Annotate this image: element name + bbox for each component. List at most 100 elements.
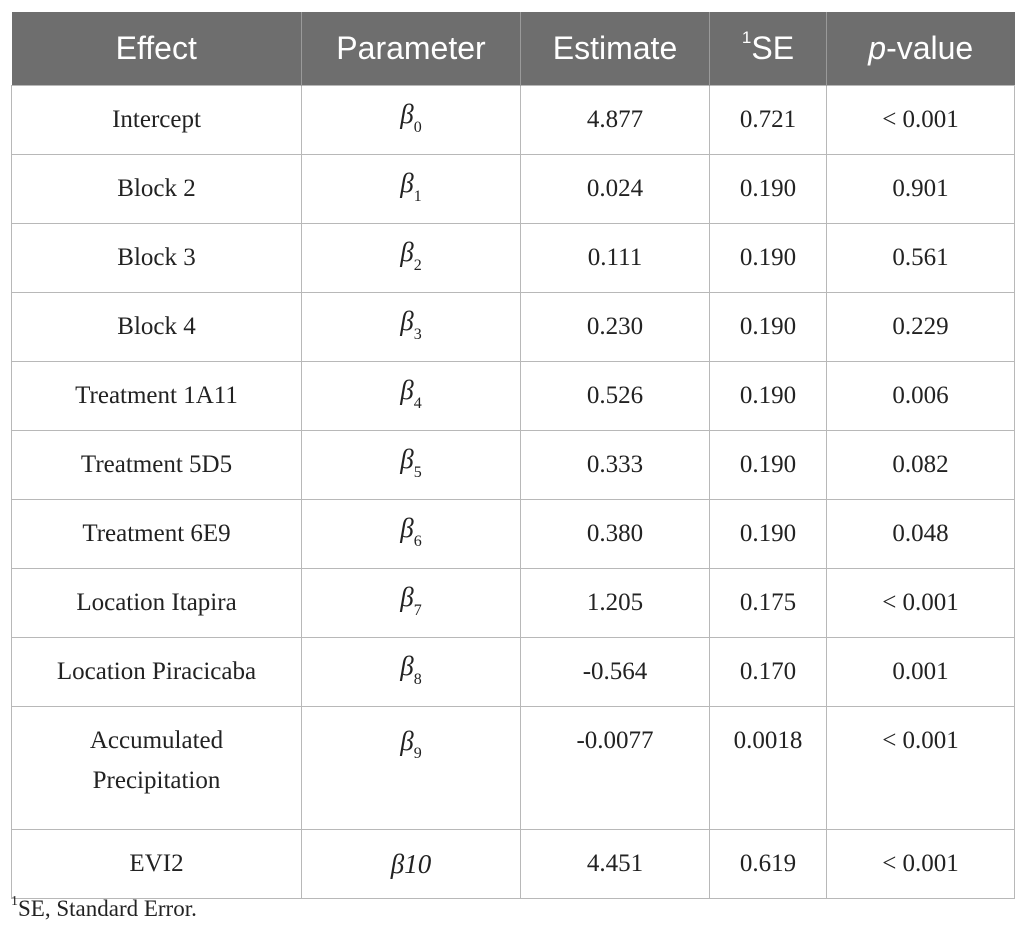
param-subscript: 7 (413, 601, 422, 619)
cell-estimate: 4.451 (520, 829, 710, 899)
header-se-label: SE (751, 30, 795, 66)
table-body: Intercept β0 4.877 0.721 < 0.001 Block 2… (11, 85, 1015, 899)
cell-se: 0.190 (709, 154, 827, 224)
cell-pvalue: 0.048 (826, 499, 1015, 569)
cell-pvalue: < 0.001 (826, 706, 1015, 830)
cell-effect: Block 2 (11, 154, 302, 224)
cell-pvalue: < 0.001 (826, 568, 1015, 638)
table-row: Intercept β0 4.877 0.721 < 0.001 (11, 85, 1015, 155)
cell-pvalue: 0.901 (826, 154, 1015, 224)
param-symbol: β (400, 237, 414, 268)
param-symbol: β (400, 168, 414, 199)
cell-parameter: β5 (301, 430, 521, 500)
cell-se: 0.190 (709, 361, 827, 431)
header-pvalue-p: p (868, 30, 887, 66)
cell-effect: Location Itapira (11, 568, 302, 638)
cell-se: 0.190 (709, 430, 827, 500)
cell-pvalue: 0.229 (826, 292, 1015, 362)
cell-parameter: β10 (301, 829, 521, 899)
cell-effect: Intercept (11, 85, 302, 155)
footnote-text: SE, Standard Error. (18, 896, 197, 921)
cell-pvalue: 0.082 (826, 430, 1015, 500)
table-row: Block 3 β2 0.111 0.190 0.561 (11, 223, 1015, 293)
header-parameter: Parameter (301, 12, 521, 86)
param-symbol: β (400, 375, 414, 406)
cell-estimate: -0.0077 (520, 706, 710, 830)
footnote-marker: 1 (11, 894, 18, 910)
cell-effect: Treatment 1A11 (11, 361, 302, 431)
header-se-footnote-marker: 1 (741, 28, 752, 48)
cell-estimate: 0.024 (520, 154, 710, 224)
cell-pvalue: 0.561 (826, 223, 1015, 293)
cell-se: 0.721 (709, 85, 827, 155)
cell-estimate: 4.877 (520, 85, 710, 155)
cell-estimate: -0.564 (520, 637, 710, 707)
cell-se: 0.190 (709, 292, 827, 362)
param-symbol: β (400, 513, 414, 544)
cell-parameter: β0 (301, 85, 521, 155)
param-subscript: 4 (413, 394, 422, 412)
param-subscript: 8 (413, 670, 422, 688)
cell-effect: Accumulated Precipitation (11, 706, 302, 830)
cell-parameter: β6 (301, 499, 521, 569)
param-subscript: 1 (413, 187, 422, 205)
cell-effect: Block 3 (11, 223, 302, 293)
header-pvalue: p-value (826, 12, 1015, 86)
param-symbol: β (400, 99, 414, 130)
param-subscript: 6 (413, 532, 422, 550)
param-symbol: β (400, 651, 414, 682)
param-subscript: 2 (413, 256, 422, 274)
cell-parameter: β4 (301, 361, 521, 431)
cell-parameter: β1 (301, 154, 521, 224)
param-symbol: β (400, 726, 414, 756)
header-estimate: Estimate (520, 12, 710, 86)
regression-table: Effect Parameter Estimate 1SE p-value In… (11, 12, 1015, 899)
table-row: EVI2 β10 4.451 0.619 < 0.001 (11, 829, 1015, 899)
cell-effect: Block 4 (11, 292, 302, 362)
cell-pvalue: 0.006 (826, 361, 1015, 431)
header-row: Effect Parameter Estimate 1SE p-value (11, 12, 1015, 86)
cell-se: 0.175 (709, 568, 827, 638)
param-symbol: β (400, 444, 414, 475)
cell-parameter: β7 (301, 568, 521, 638)
header-effect: Effect (11, 12, 302, 86)
header-se: 1SE (709, 12, 827, 86)
table-footnote: 1SE, Standard Error. (11, 894, 197, 922)
cell-effect: EVI2 (11, 829, 302, 899)
cell-parameter: β2 (301, 223, 521, 293)
cell-parameter: β8 (301, 637, 521, 707)
cell-se: 0.619 (709, 829, 827, 899)
cell-effect-line: Accumulated (89, 727, 224, 754)
cell-estimate: 0.526 (520, 361, 710, 431)
cell-se: 0.190 (709, 499, 827, 569)
table-row: Treatment 1A11 β4 0.526 0.190 0.006 (11, 361, 1015, 431)
table-row: Treatment 5D5 β5 0.333 0.190 0.082 (11, 430, 1015, 500)
cell-effect: Location Piracicaba (11, 637, 302, 707)
param-subscript: 3 (413, 325, 422, 343)
cell-estimate: 0.230 (520, 292, 710, 362)
param-symbol: β (400, 582, 414, 613)
cell-se: 0.170 (709, 637, 827, 707)
param-subscript: 0 (413, 118, 422, 136)
cell-se: 0.0018 (709, 706, 827, 830)
cell-estimate: 1.205 (520, 568, 710, 638)
cell-parameter: β3 (301, 292, 521, 362)
cell-se: 0.190 (709, 223, 827, 293)
table-row: Location Itapira β7 1.205 0.175 < 0.001 (11, 568, 1015, 638)
table-row: Accumulated Precipitation β9 -0.0077 0.00… (11, 706, 1015, 830)
cell-effect: Treatment 5D5 (11, 430, 302, 500)
cell-pvalue: 0.001 (826, 637, 1015, 707)
table-row: Block 2 β1 0.024 0.190 0.901 (11, 154, 1015, 224)
cell-estimate: 0.333 (520, 430, 710, 500)
cell-pvalue: < 0.001 (826, 85, 1015, 155)
table-row: Location Piracicaba β8 -0.564 0.170 0.00… (11, 637, 1015, 707)
param-symbol: β (400, 306, 414, 337)
cell-pvalue: < 0.001 (826, 829, 1015, 899)
table-row: Treatment 6E9 β6 0.380 0.190 0.048 (11, 499, 1015, 569)
cell-effect-line: Precipitation (92, 767, 221, 794)
cell-estimate: 0.380 (520, 499, 710, 569)
param-subscript: 5 (413, 463, 422, 481)
cell-parameter: β9 (301, 706, 521, 830)
param-subscript: 9 (413, 745, 422, 763)
table-header: Effect Parameter Estimate 1SE p-value (11, 12, 1015, 86)
